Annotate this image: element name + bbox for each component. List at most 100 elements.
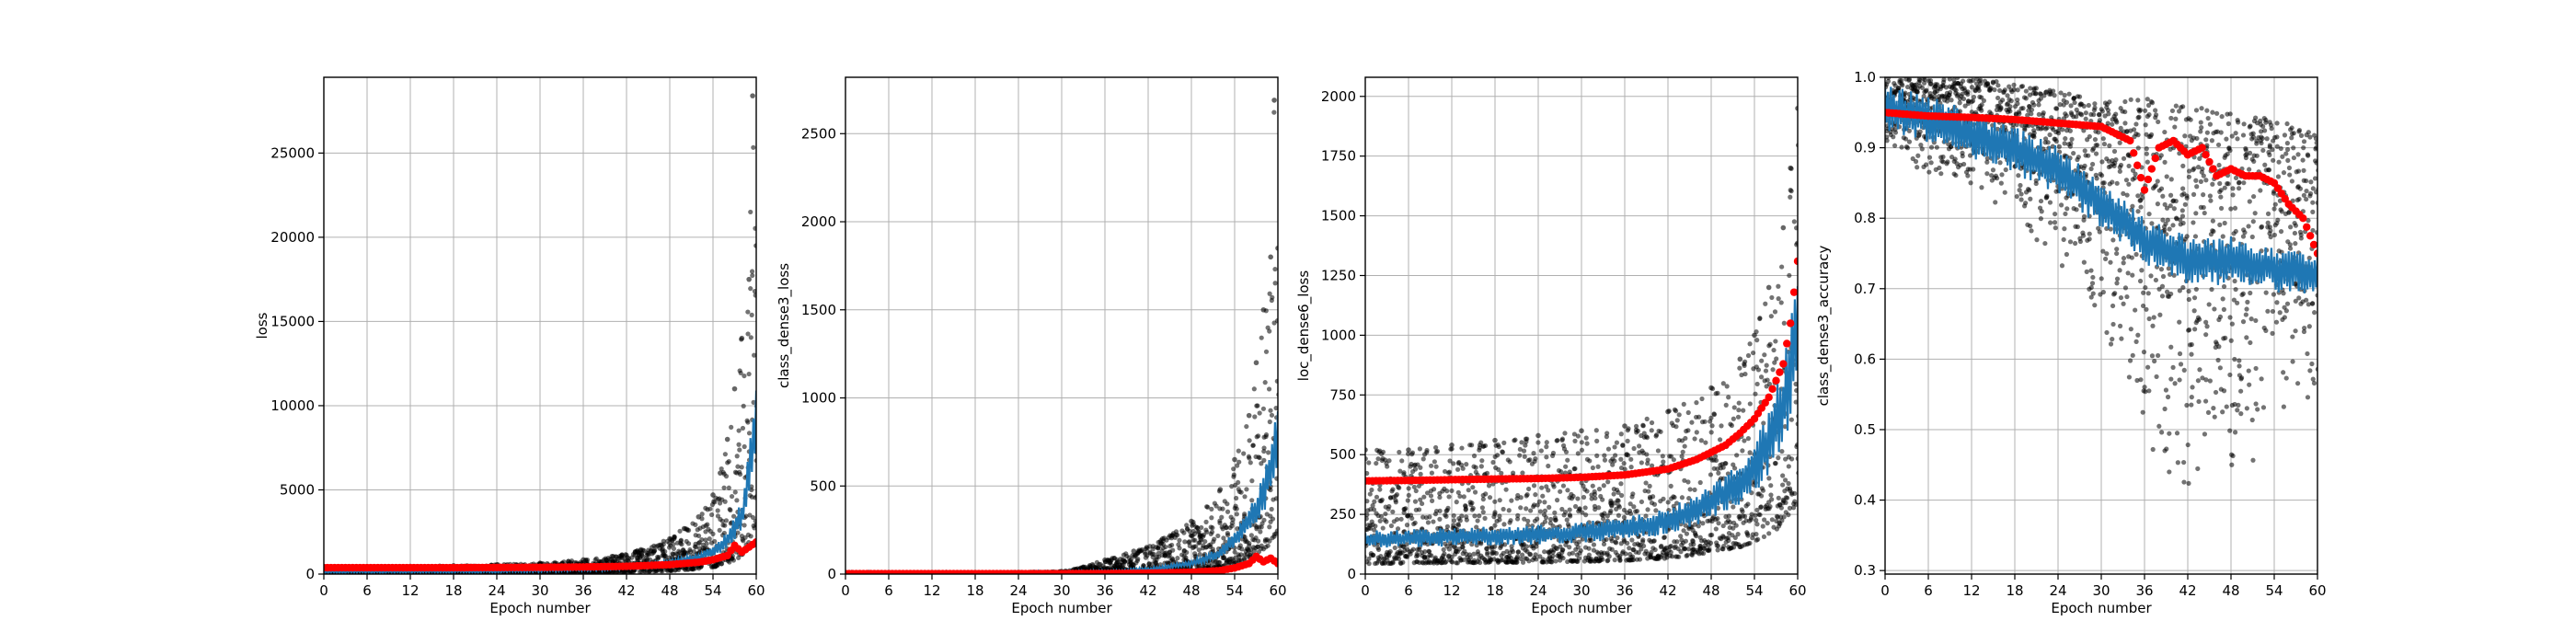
scatter-point bbox=[1365, 516, 1369, 522]
scatter-point bbox=[1474, 524, 1479, 530]
scatter-point bbox=[687, 548, 694, 555]
scatter-point bbox=[1593, 507, 1598, 512]
scatter-point bbox=[1261, 457, 1267, 463]
scatter-point bbox=[1400, 559, 1406, 565]
scatter-point bbox=[1444, 523, 1450, 529]
scatter-point bbox=[1209, 506, 1214, 512]
scatter-point bbox=[1478, 559, 1483, 566]
scatter-point bbox=[1553, 558, 1558, 564]
scatter-point bbox=[1507, 459, 1512, 465]
scatter-point bbox=[742, 523, 747, 528]
scatter-point bbox=[1520, 470, 1525, 476]
scatter-point bbox=[1170, 547, 1176, 553]
scatter-point bbox=[1369, 487, 1374, 493]
scatter-point bbox=[1366, 556, 1372, 562]
scatter-point bbox=[739, 465, 744, 470]
scatter-point bbox=[748, 534, 753, 539]
scatter-point bbox=[671, 546, 677, 551]
scatter-point bbox=[1426, 548, 1432, 555]
scatter-point bbox=[1466, 552, 1473, 558]
scatter-point bbox=[1365, 512, 1370, 518]
scatter-point bbox=[1225, 501, 1230, 507]
scatter-point bbox=[1629, 537, 1635, 543]
scatter-point bbox=[1508, 518, 1513, 523]
scatter-point bbox=[739, 335, 745, 341]
scatter-point bbox=[1534, 557, 1539, 562]
scatter-point bbox=[1397, 449, 1402, 455]
y-tick-label: 2500 bbox=[801, 125, 836, 142]
scatter-point bbox=[1441, 546, 1446, 553]
scatter-point bbox=[1209, 529, 1215, 535]
scatter-point bbox=[1542, 519, 1548, 524]
scatter-point bbox=[715, 508, 720, 513]
scatter-point bbox=[1621, 514, 1627, 520]
scatter-point bbox=[1577, 506, 1582, 512]
scatter-point bbox=[1229, 556, 1235, 561]
scatter-point bbox=[1380, 525, 1386, 531]
red-marker bbox=[752, 538, 756, 546]
scatter-point bbox=[1544, 484, 1549, 489]
scatter-point bbox=[1404, 553, 1409, 558]
scatter-point bbox=[722, 452, 728, 457]
scatter-point bbox=[1442, 468, 1448, 475]
scatter-point bbox=[742, 443, 747, 450]
scatter-point bbox=[1644, 416, 1650, 421]
scatter-point bbox=[1418, 497, 1423, 502]
scatter-point bbox=[709, 512, 715, 518]
scatter-point bbox=[1247, 438, 1252, 443]
scatter-point bbox=[1428, 493, 1434, 499]
x-tick-label: 54 bbox=[1745, 582, 1763, 599]
scatter-point bbox=[1651, 501, 1658, 507]
scatter-point bbox=[1562, 509, 1569, 515]
x-tick-label: 48 bbox=[661, 582, 678, 599]
scatter-point bbox=[1514, 559, 1520, 565]
scatter-point bbox=[1526, 558, 1532, 564]
scatter-point bbox=[1424, 490, 1431, 496]
x-tick-label: 18 bbox=[444, 582, 462, 599]
y-tick-label: 2000 bbox=[1321, 88, 1356, 105]
scatter-point bbox=[1550, 450, 1557, 456]
scatter-point bbox=[1539, 485, 1545, 490]
scatter-point bbox=[1661, 496, 1666, 501]
scatter-point bbox=[1417, 446, 1422, 452]
scatter-point bbox=[1524, 544, 1530, 549]
scatter-point bbox=[1425, 520, 1432, 525]
scatter-point bbox=[1268, 487, 1273, 493]
scatter-point bbox=[1406, 486, 1411, 491]
scatter-point bbox=[1645, 461, 1650, 466]
scatter-point bbox=[1187, 528, 1192, 535]
scatter-point bbox=[1626, 453, 1631, 458]
scatter-point bbox=[1433, 464, 1439, 469]
scatter-point bbox=[1503, 487, 1509, 492]
scatter-point bbox=[1393, 498, 1398, 503]
scatter-point bbox=[1584, 489, 1590, 494]
scatter-point bbox=[1202, 538, 1208, 545]
scatter-point bbox=[1203, 519, 1209, 524]
scatter-point bbox=[1387, 548, 1393, 555]
scatter-point bbox=[1459, 513, 1465, 519]
scatter-point bbox=[1535, 440, 1541, 445]
scatter-point bbox=[1562, 431, 1568, 436]
scatter-point bbox=[1232, 549, 1237, 555]
scatter-point bbox=[1537, 509, 1544, 514]
scatter-point bbox=[1365, 470, 1370, 477]
y-tick-label: 1000 bbox=[1321, 327, 1356, 343]
scatter-point bbox=[1193, 544, 1199, 549]
scatter-point bbox=[1444, 489, 1450, 494]
scatter-point bbox=[1415, 553, 1420, 558]
scatter-point bbox=[1580, 510, 1585, 515]
scatter-point bbox=[1544, 440, 1549, 445]
scatter-point bbox=[1519, 440, 1524, 445]
scatter-point bbox=[639, 552, 645, 558]
scatter-point bbox=[1643, 513, 1649, 519]
scatter-point bbox=[1590, 465, 1595, 471]
scatter-point bbox=[1421, 494, 1427, 500]
scatter-point bbox=[1460, 466, 1466, 471]
scatter-point bbox=[652, 547, 658, 554]
scatter-point bbox=[1575, 545, 1581, 550]
scatter-point bbox=[1238, 489, 1244, 495]
scatter-point bbox=[1482, 515, 1488, 521]
scatter-point bbox=[721, 530, 727, 536]
scatter-point bbox=[1565, 488, 1570, 493]
y-tick-label: 1750 bbox=[1321, 148, 1356, 165]
